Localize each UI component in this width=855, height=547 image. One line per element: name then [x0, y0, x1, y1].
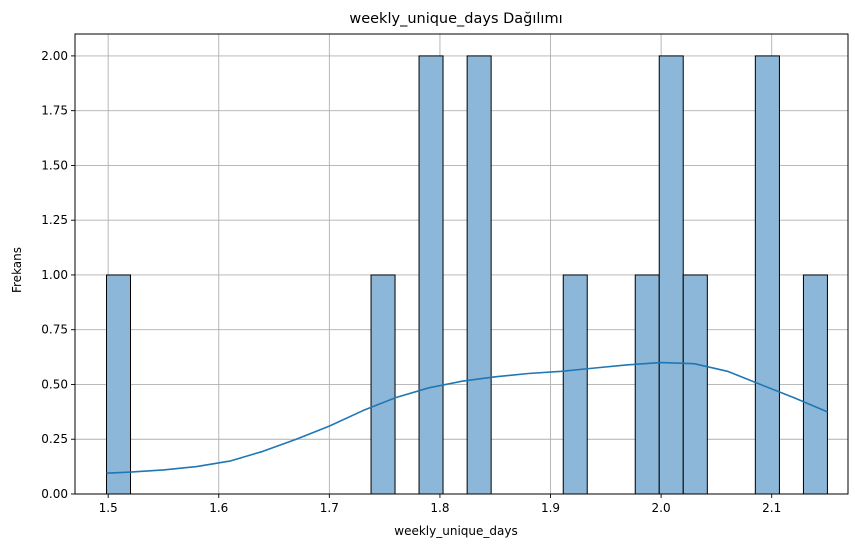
histogram-bar [634, 274, 660, 495]
x-tick-label: 2.1 [762, 501, 781, 515]
x-tick-label: 1.6 [209, 501, 228, 515]
y-tick-label: 0.25 [41, 432, 68, 446]
histogram-bar [562, 274, 588, 495]
kde-curve [106, 361, 828, 474]
x-tick-label: 1.7 [320, 501, 339, 515]
y-tick-label: 0.75 [41, 323, 68, 337]
y-tick-label: 1.50 [41, 158, 68, 172]
histogram-bar [754, 55, 780, 495]
y-tick-label: 1.75 [41, 104, 68, 118]
histogram-bar [370, 274, 396, 495]
chart-title: weekly_unique_days Dağılımı [349, 11, 562, 27]
y-tick-label: 0.50 [41, 377, 68, 391]
histogram-bar [106, 274, 132, 495]
kde-line [106, 361, 828, 474]
x-axis-ticks: 1.5 1.6 1.7 1.8 1.9 2.0 2.1 [99, 494, 781, 515]
y-axis-ticks: 0.00 0.25 0.50 0.75 1.00 1.25 1.50 1.75 2.00 [41, 49, 75, 501]
x-tick-label: 1.5 [99, 501, 118, 515]
histogram-bar [802, 274, 828, 495]
y-tick-label: 1.00 [41, 268, 68, 282]
grid-lines [75, 34, 848, 495]
y-tick-label: 1.25 [41, 213, 68, 227]
histogram-bars [106, 55, 828, 495]
y-tick-label: 0.00 [41, 487, 68, 501]
x-axis-title: weekly_unique_days [394, 524, 517, 538]
x-tick-label: 1.8 [430, 501, 449, 515]
y-axis-title: Frekans [10, 247, 24, 293]
x-tick-label: 1.9 [541, 501, 560, 515]
histogram-bar [658, 55, 684, 495]
histogram-bar [418, 55, 444, 495]
plot-frame [74, 33, 849, 495]
histogram-bar [682, 274, 708, 495]
histogram-bar [466, 55, 492, 495]
x-tick-label: 2.0 [652, 501, 671, 515]
y-tick-label: 2.00 [41, 49, 68, 63]
